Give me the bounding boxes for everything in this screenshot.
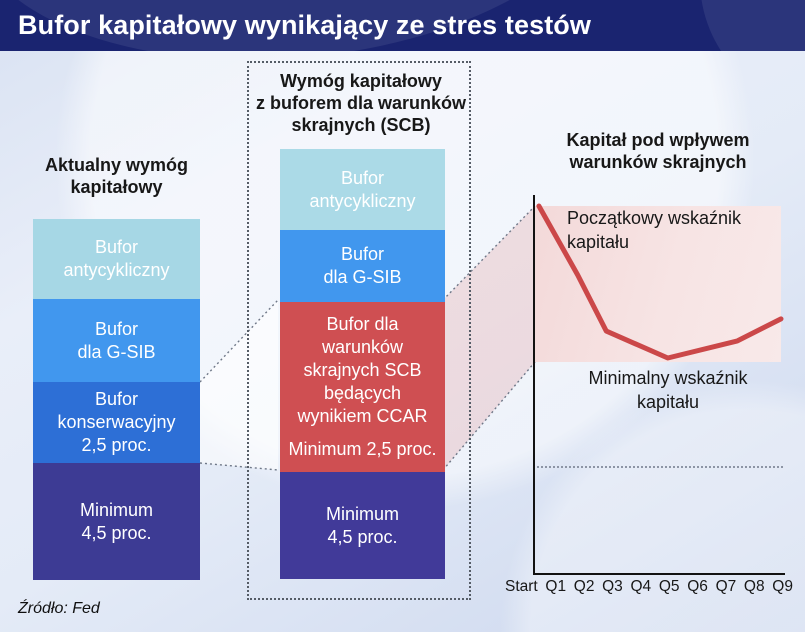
x-axis xyxy=(533,573,785,575)
x-tick-label: Q5 xyxy=(658,578,680,595)
x-tick-label: Q3 xyxy=(602,578,623,595)
title-bar: Bufor kapitałowy wynikający ze stres tes… xyxy=(0,0,805,51)
initial-capital-label: Początkowy wskaźnik kapitału xyxy=(567,208,742,252)
current-requirement-stack: Bufor antycykliczny Bufor dla G-SIB Bufo… xyxy=(33,219,200,580)
segment-countercyclical-buffer: Bufor antycykliczny xyxy=(33,219,200,299)
page-title: Bufor kapitałowy wynikający ze stres tes… xyxy=(18,10,592,40)
segment-gsib-buffer: Bufor dla G-SIB xyxy=(33,299,200,382)
x-tick-label: Q4 xyxy=(630,578,652,595)
source-note: Źródło: Fed xyxy=(18,600,100,617)
segment-label: Bufor antycykliczny xyxy=(309,167,416,211)
segment-label: Bufor antycykliczny xyxy=(63,237,170,280)
segment-minimum: Minimum 4,5 proc. xyxy=(280,472,445,579)
x-tick-label: Q9 xyxy=(772,578,793,595)
x-tick-label: Q6 xyxy=(687,578,708,595)
left-stack-header: Aktualny wymóg kapitałowy xyxy=(44,155,189,197)
middle-stack-header: Wymóg kapitałowy z buforem dla warunków … xyxy=(255,71,467,135)
segment-sublabel: Minimum 2,5 proc. xyxy=(288,439,437,459)
segment-label: Minimum 4,5 proc. xyxy=(79,499,153,543)
segment-scb-buffer: Bufor dla warunków skrajnych SCB będącyc… xyxy=(280,302,445,472)
scb-dotted-box: Wymóg kapitałowy z buforem dla warunków … xyxy=(247,61,471,600)
segment-label: Bufor dla G-SIB xyxy=(323,244,402,287)
scb-requirement-stack: Bufor antycykliczny Bufor dla G-SIB Bufo… xyxy=(280,149,445,579)
segment-conservation-buffer: Bufor konserwacyjny 2,5 proc. xyxy=(33,382,200,463)
x-tick-label: Q7 xyxy=(715,578,737,595)
segment-label: Bufor dla G-SIB xyxy=(77,318,156,362)
x-tick-label: Q2 xyxy=(573,578,595,595)
x-tick-label: Start xyxy=(505,578,538,595)
segment-gsib-buffer: Bufor dla G-SIB xyxy=(280,230,445,302)
segment-label: Bufor dla warunków skrajnych SCB będącyc… xyxy=(297,314,428,426)
segment-label: Minimum 4,5 proc. xyxy=(325,503,399,547)
segment-countercyclical-buffer: Bufor antycykliczny xyxy=(280,149,445,230)
segment-minimum: Minimum 4,5 proc. xyxy=(33,463,200,580)
segment-label: Bufor konserwacyjny 2,5 proc. xyxy=(57,389,176,455)
minimal-capital-label: Minimalny wskaźnik kapitału xyxy=(588,368,748,412)
x-tick-label: Q1 xyxy=(545,578,567,595)
x-axis-labels: Start Q1 Q2 Q3 Q4 Q5 Q6 Q7 Q8 Q9 xyxy=(505,578,793,596)
stress-chart-title: Kapitał pod wpływem warunków skrajnych xyxy=(566,130,750,172)
x-tick-label: Q8 xyxy=(743,578,765,595)
